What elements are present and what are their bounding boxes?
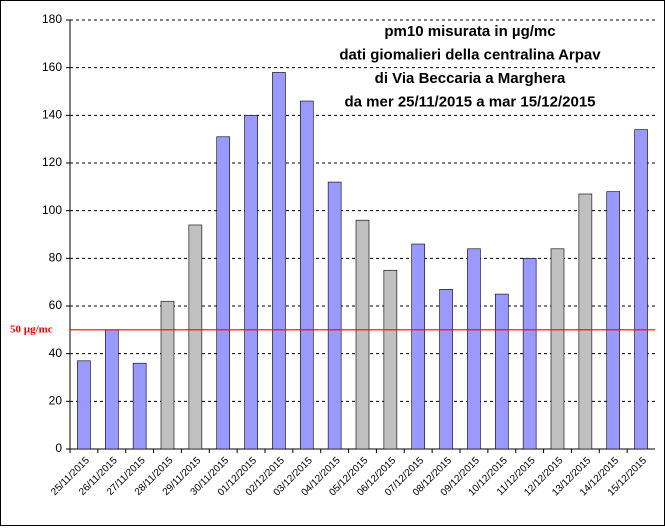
bar bbox=[272, 72, 286, 450]
threshold-label: 50 µg/mc bbox=[10, 323, 53, 335]
chart-title: da mer 25/11/2015 a mar 15/12/2015 bbox=[344, 93, 595, 110]
bar bbox=[77, 360, 91, 450]
bar bbox=[132, 362, 147, 450]
y-tick-label: 60 bbox=[49, 298, 63, 312]
chart-title: di Via Beccaria a Marghera bbox=[375, 70, 566, 87]
bar bbox=[383, 269, 398, 450]
bar bbox=[216, 136, 231, 450]
y-tick-label: 40 bbox=[49, 346, 63, 360]
chart-title: dati giomalieri della centralina Arpav bbox=[339, 46, 601, 63]
bar bbox=[550, 248, 565, 450]
bar bbox=[606, 191, 621, 450]
y-tick-label: 80 bbox=[49, 251, 63, 265]
bar bbox=[634, 129, 648, 450]
y-tick-label: 0 bbox=[55, 441, 62, 455]
chart-title: pm10 misurata in µg/mc bbox=[384, 23, 555, 40]
y-tick-label: 100 bbox=[42, 203, 62, 217]
bar bbox=[160, 300, 175, 450]
y-tick-label: 120 bbox=[42, 155, 62, 169]
bar bbox=[411, 243, 426, 450]
y-tick-label: 180 bbox=[42, 12, 62, 26]
bar bbox=[578, 193, 593, 450]
bar bbox=[467, 248, 481, 450]
bar bbox=[244, 115, 258, 450]
bar bbox=[522, 258, 537, 450]
bar bbox=[188, 224, 203, 450]
bar bbox=[439, 289, 453, 450]
bar bbox=[327, 181, 342, 450]
y-tick-label: 20 bbox=[49, 394, 63, 408]
bar bbox=[104, 329, 119, 450]
bar bbox=[355, 219, 370, 450]
bar bbox=[494, 293, 509, 450]
y-tick-label: 160 bbox=[42, 60, 62, 74]
bar bbox=[299, 100, 314, 450]
y-tick-label: 140 bbox=[42, 108, 62, 122]
